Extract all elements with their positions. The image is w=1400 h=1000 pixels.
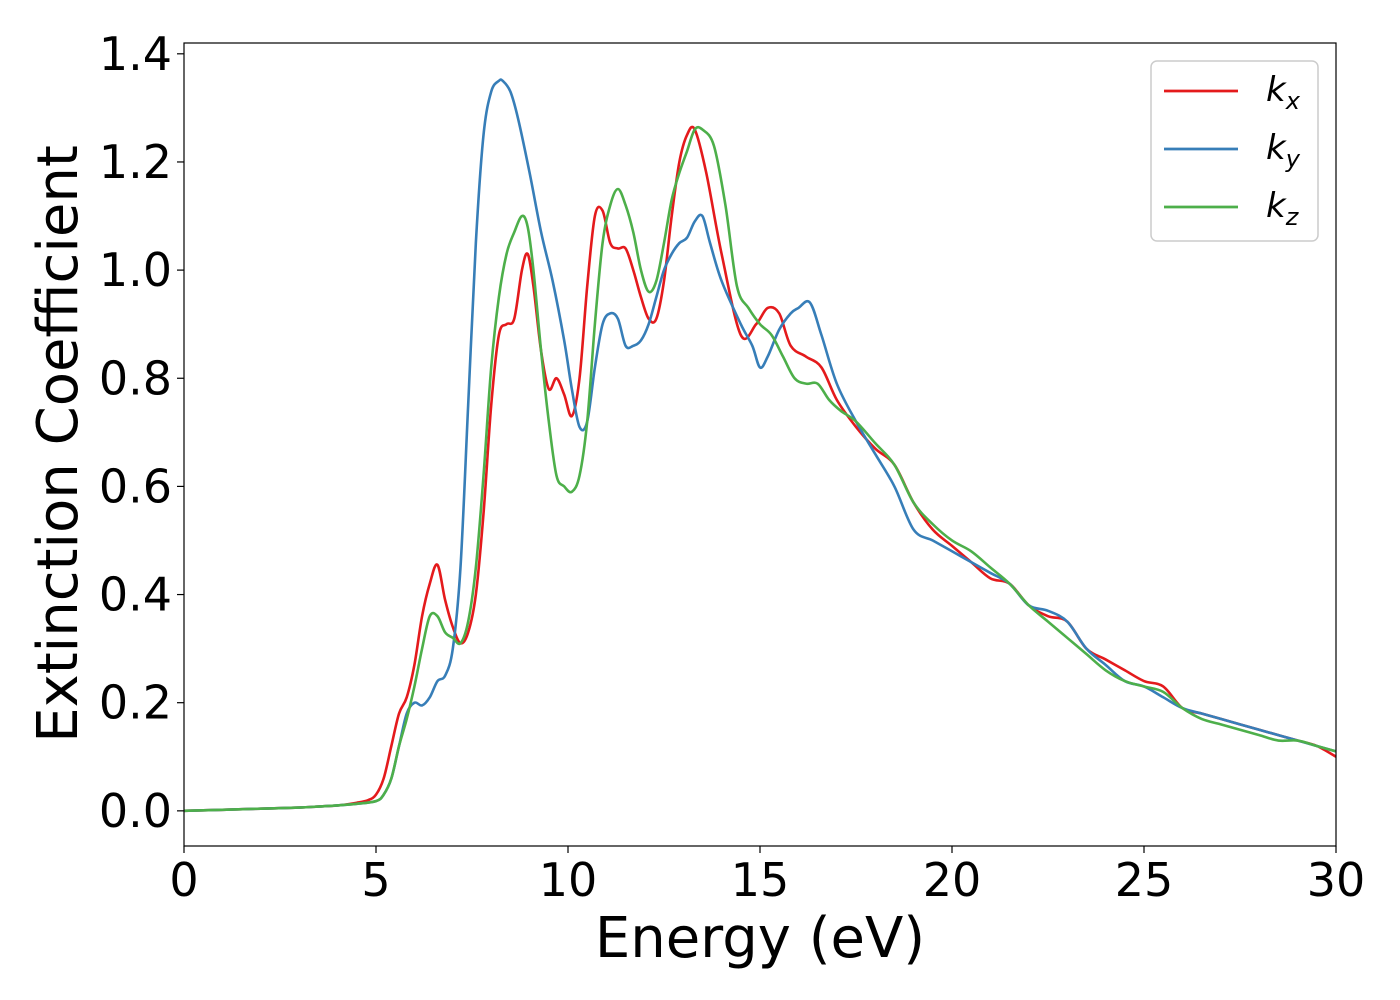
y-tick-label: 1.0 xyxy=(99,243,172,297)
x-tick-label: 30 xyxy=(1307,853,1366,907)
legend-label-y: ky xyxy=(1266,128,1301,173)
y-tick-label: 0.2 xyxy=(99,676,172,730)
y-tick-label: 1.2 xyxy=(99,135,172,189)
x-axis-title: Energy (eV) xyxy=(595,906,925,971)
x-tick-label: 10 xyxy=(539,853,598,907)
y-tick-label: 1.4 xyxy=(99,27,172,81)
x-axis: 0 5 10 15 20 25 30 xyxy=(169,846,1365,907)
x-tick-label: 0 xyxy=(169,853,198,907)
x-tick-label: 25 xyxy=(1115,853,1174,907)
legend-frame xyxy=(1150,60,1319,242)
y-tick-label: 0.8 xyxy=(99,351,172,405)
series-line-x xyxy=(183,125,1337,813)
y-axis: 0.0 0.2 0.4 0.6 0.8 1.0 1.2 1.4 xyxy=(99,27,184,838)
x-tick-label: 5 xyxy=(361,853,390,907)
y-tick-label: 0.4 xyxy=(99,568,172,622)
y-tick-label: 0.0 xyxy=(99,784,172,838)
x-tick-label: 15 xyxy=(731,853,790,907)
series-line-y xyxy=(183,78,1337,813)
y-tick-label: 0.6 xyxy=(99,459,172,513)
series-layer xyxy=(183,78,1337,813)
x-tick-label: 20 xyxy=(923,853,982,907)
plot-background xyxy=(184,43,1336,846)
y-axis-title: Extinction Coefficient xyxy=(26,145,91,743)
series-line-z xyxy=(183,125,1337,813)
